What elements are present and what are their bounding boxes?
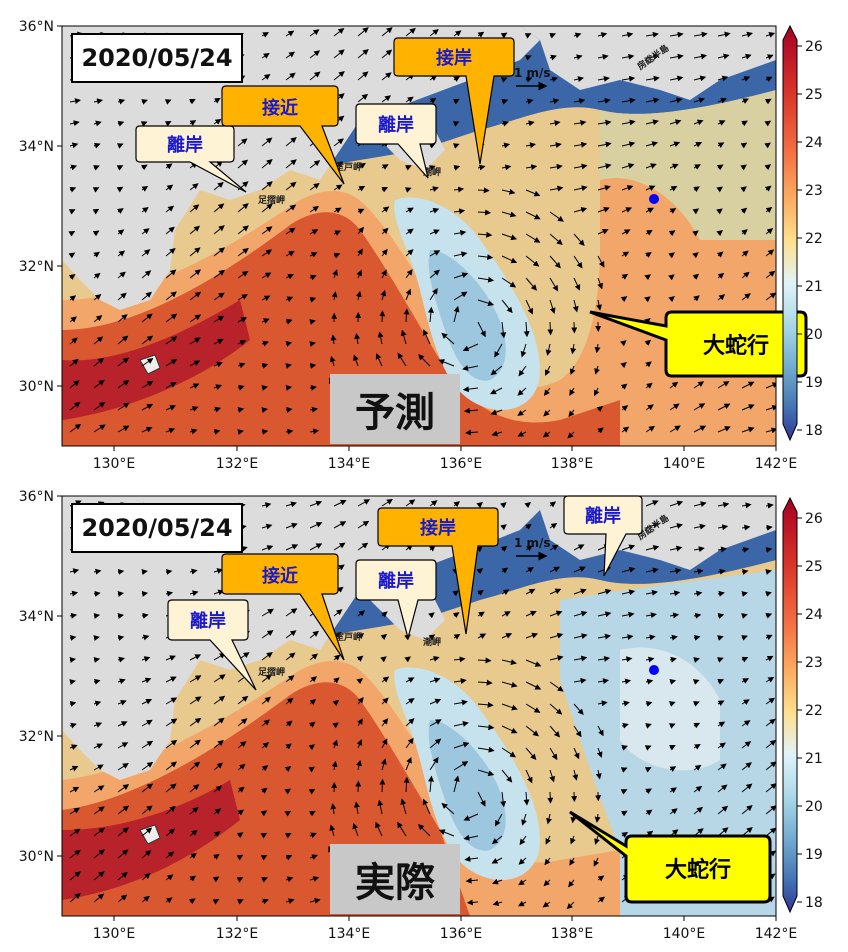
y-tick-label: 36°N bbox=[19, 489, 54, 505]
colorbar-forecast: 26 25 24 23 22 21 20 19 18 bbox=[783, 26, 823, 440]
callout-setsugan-label: 接岸 bbox=[436, 47, 472, 69]
x-tick-label: 142°E bbox=[755, 456, 798, 472]
callout-rigan-east-label: 離岸 bbox=[585, 505, 621, 527]
x-tick-label: 142°E bbox=[755, 926, 798, 942]
x-tick-label: 140°E bbox=[663, 456, 706, 472]
colorbar-tick-label: 24 bbox=[805, 607, 823, 623]
callout-sekkin-label: 接近 bbox=[262, 565, 298, 587]
station-marker-icon bbox=[649, 194, 659, 204]
x-tick-label: 136°E bbox=[440, 926, 483, 942]
current-arrow bbox=[382, 311, 383, 322]
x-tick-label: 140°E bbox=[663, 926, 706, 942]
colorbar-tick-label: 19 bbox=[805, 375, 823, 391]
colorbar-tick-label: 22 bbox=[805, 231, 823, 247]
colorbar-tick-label: 26 bbox=[805, 39, 823, 55]
colorbar-tick-label: 23 bbox=[805, 655, 823, 671]
colorbar-tick-label: 18 bbox=[805, 423, 823, 439]
x-tick-label: 138°E bbox=[551, 926, 594, 942]
current-arrow bbox=[550, 792, 551, 803]
callout-daidako-label: 大蛇行 bbox=[665, 857, 731, 883]
x-tick-label: 130°E bbox=[93, 456, 136, 472]
colorbar-tick-label: 26 bbox=[805, 511, 823, 527]
callout-sekkin-label: 接近 bbox=[262, 97, 298, 119]
current-arrow bbox=[550, 322, 551, 334]
y-tick-label: 32°N bbox=[19, 729, 54, 745]
colorbar-tick-label: 25 bbox=[805, 559, 823, 575]
y-tick-label: 34°N bbox=[19, 139, 54, 155]
actual-panel: 2020/05/24 足摺岬 室戸岬 潮岬 房総半島 1 m/s 離岸 接近 離… bbox=[19, 489, 798, 942]
forecast-panel: 2020/05/24 足摺岬 室戸岬 潮岬 房総半島 1 m/s 離岸 接近 離… bbox=[19, 19, 806, 472]
colorbar-tick-label: 20 bbox=[805, 327, 823, 343]
colorbar-bar bbox=[783, 26, 797, 440]
x-tick-label: 132°E bbox=[216, 926, 259, 942]
current-arrow bbox=[382, 780, 383, 792]
colorbar-ticks: 26 25 24 23 22 21 20 19 18 bbox=[797, 511, 823, 911]
y-tick-label: 36°N bbox=[19, 19, 54, 35]
colorbar-tick-label: 22 bbox=[805, 703, 823, 719]
scale-label: 1 m/s bbox=[514, 66, 551, 80]
callout-rigan-mid-label: 離岸 bbox=[378, 570, 414, 592]
colorbar-tick-label: 20 bbox=[805, 799, 823, 815]
callout-rigan-west-label: 離岸 bbox=[190, 610, 226, 632]
scale-label: 1 m/s bbox=[514, 536, 551, 550]
date-label: 2020/05/24 bbox=[81, 44, 232, 72]
colorbar-ticks: 26 25 24 23 22 21 20 19 18 bbox=[797, 39, 823, 439]
current-arrow bbox=[478, 660, 491, 661]
x-tick-label: 134°E bbox=[328, 456, 371, 472]
colorbar-tick-label: 25 bbox=[805, 87, 823, 103]
x-tick-label: 134°E bbox=[328, 926, 371, 942]
callout-daidako-label: 大蛇行 bbox=[703, 333, 769, 359]
y-tick-label: 32°N bbox=[19, 259, 54, 275]
x-tick-label: 138°E bbox=[551, 456, 594, 472]
place-shiono: 潮岬 bbox=[423, 636, 441, 648]
y-tick-label: 34°N bbox=[19, 609, 54, 625]
panel-label: 予測 bbox=[355, 390, 435, 436]
colorbar-tick-label: 18 bbox=[805, 895, 823, 911]
colorbar-tick-label: 23 bbox=[805, 183, 823, 199]
place-ashizuri: 足摺岬 bbox=[258, 666, 285, 678]
callout-rigan-west-label: 離岸 bbox=[167, 134, 203, 156]
x-tick-label: 130°E bbox=[93, 926, 136, 942]
colorbar-tick-label: 21 bbox=[805, 279, 823, 295]
place-muroto: 室戸岬 bbox=[335, 631, 362, 643]
callout-rigan-mid-label: 離岸 bbox=[378, 114, 414, 136]
colorbar-actual: 26 25 24 23 22 21 20 19 18 bbox=[783, 498, 823, 912]
x-tick-label: 132°E bbox=[216, 456, 259, 472]
panel-label: 実際 bbox=[355, 860, 435, 906]
callout-setsugan-label: 接岸 bbox=[420, 517, 456, 539]
y-tick-label: 30°N bbox=[19, 379, 54, 395]
place-ashizuri: 足摺岬 bbox=[258, 194, 285, 206]
current-arrow bbox=[478, 190, 489, 191]
colorbar-bar bbox=[783, 498, 797, 912]
y-tick-label: 30°N bbox=[19, 849, 54, 865]
colorbar-tick-label: 24 bbox=[805, 135, 823, 151]
colorbar-tick-label: 21 bbox=[805, 751, 823, 767]
colorbar-tick-label: 19 bbox=[805, 847, 823, 863]
station-marker-icon bbox=[649, 665, 659, 675]
date-label: 2020/05/24 bbox=[81, 514, 232, 542]
x-tick-label: 136°E bbox=[440, 456, 483, 472]
